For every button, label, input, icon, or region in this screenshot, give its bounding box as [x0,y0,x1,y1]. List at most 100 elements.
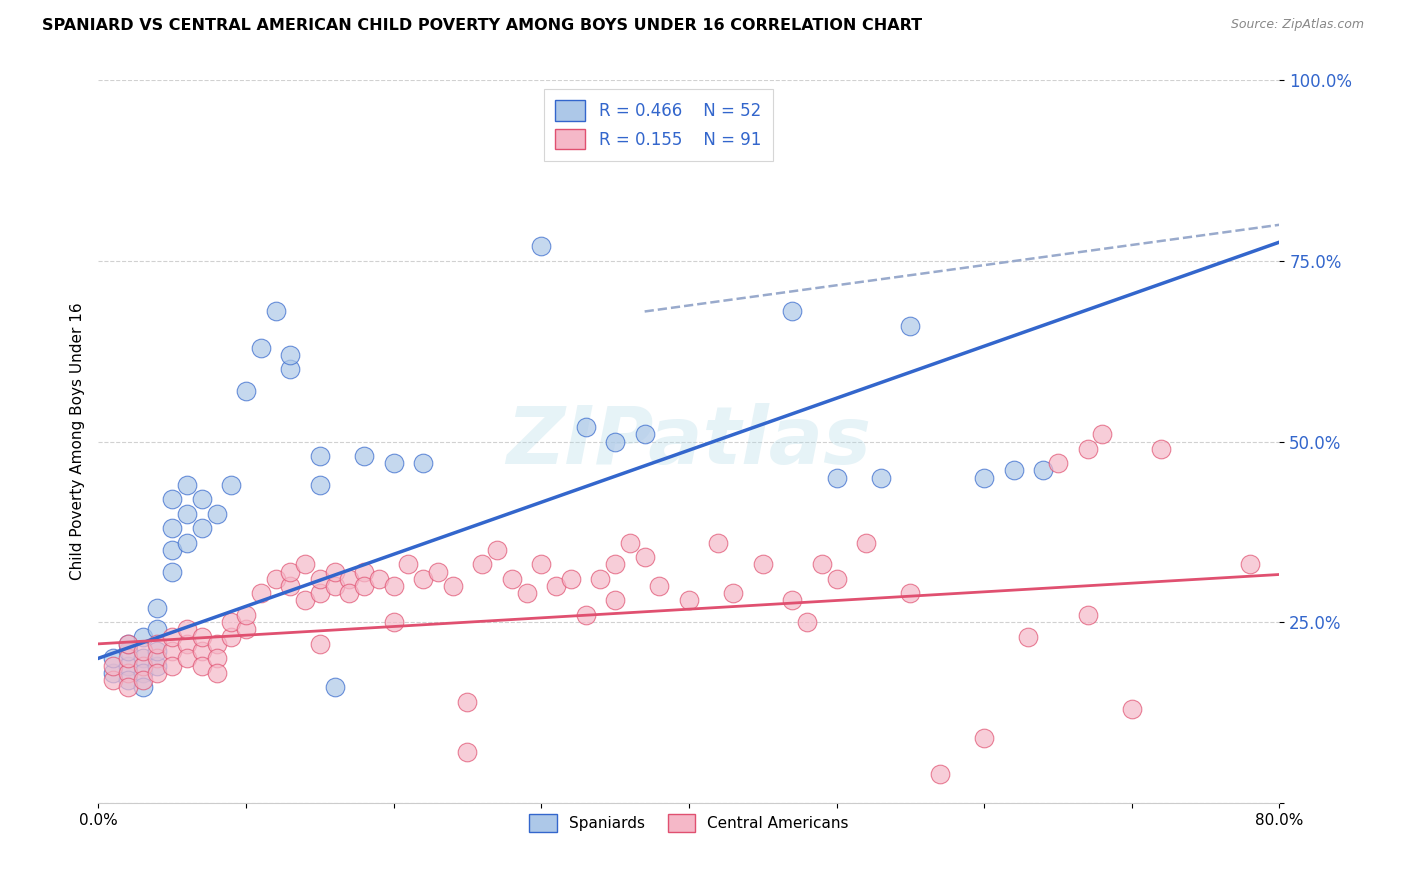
Point [427,565,450,579]
Point [575,420,598,434]
Point [250,586,273,600]
Point [176,507,198,521]
Point [1018,630,1040,644]
Point [117,665,139,680]
Point [1121,702,1143,716]
Point [1002,463,1025,477]
Y-axis label: Child Poverty Among Boys Under 16: Child Poverty Among Boys Under 16 [69,302,84,581]
Point [309,449,332,463]
Point [486,542,509,557]
Point [280,579,302,593]
Point [146,637,169,651]
Point [294,593,316,607]
Point [973,731,995,745]
Point [855,535,877,549]
Point [132,630,155,644]
Point [605,434,627,449]
Point [516,586,538,600]
Point [191,492,214,507]
Point [103,651,125,665]
Point [132,658,155,673]
Point [162,521,183,535]
Point [205,665,228,680]
Point [162,492,183,507]
Point [162,542,183,557]
Legend: Spaniards, Central Americans: Spaniards, Central Americans [523,807,855,838]
Point [900,586,922,600]
Point [280,348,302,362]
Point [132,644,155,658]
Point [723,586,745,600]
Point [471,558,494,572]
Point [546,579,568,593]
Point [146,600,169,615]
Point [235,384,257,398]
Point [117,651,139,665]
Point [825,572,848,586]
Point [132,673,155,687]
Point [103,665,125,680]
Point [162,658,183,673]
Point [309,572,332,586]
Point [634,427,657,442]
Point [191,630,214,644]
Point [441,579,464,593]
Point [1032,463,1054,477]
Point [605,558,627,572]
Point [398,558,420,572]
Point [294,558,316,572]
Point [323,680,346,694]
Point [457,745,479,759]
Point [605,593,627,607]
Point [973,470,995,484]
Point [929,767,952,781]
Point [323,565,346,579]
Point [796,615,818,630]
Point [205,651,228,665]
Text: SPANIARD VS CENTRAL AMERICAN CHILD POVERTY AMONG BOYS UNDER 16 CORRELATION CHART: SPANIARD VS CENTRAL AMERICAN CHILD POVER… [42,18,922,33]
Point [309,637,332,651]
Point [368,572,391,586]
Point [501,572,523,586]
Point [162,565,183,579]
Point [221,615,243,630]
Text: ZIPatlas: ZIPatlas [506,402,872,481]
Point [634,550,657,565]
Point [146,644,169,658]
Point [132,665,155,680]
Point [1091,427,1114,442]
Point [117,673,139,687]
Point [162,644,183,658]
Point [205,507,228,521]
Point [221,630,243,644]
Point [323,579,346,593]
Point [191,521,214,535]
Point [146,665,169,680]
Point [146,658,169,673]
Point [117,637,139,651]
Point [280,362,302,376]
Point [176,623,198,637]
Point [339,572,361,586]
Point [648,579,671,593]
Point [412,572,434,586]
Point [1077,607,1099,622]
Point [176,651,198,665]
Point [146,623,169,637]
Point [353,449,375,463]
Point [176,637,198,651]
Point [235,607,257,622]
Point [810,558,832,572]
Point [619,535,641,549]
Point [412,456,434,470]
Point [530,558,553,572]
Point [132,651,155,665]
Point [176,535,198,549]
Point [1077,442,1099,456]
Point [117,658,139,673]
Point [900,318,922,333]
Point [382,615,405,630]
Point [250,341,273,355]
Point [825,470,848,484]
Point [782,304,804,318]
